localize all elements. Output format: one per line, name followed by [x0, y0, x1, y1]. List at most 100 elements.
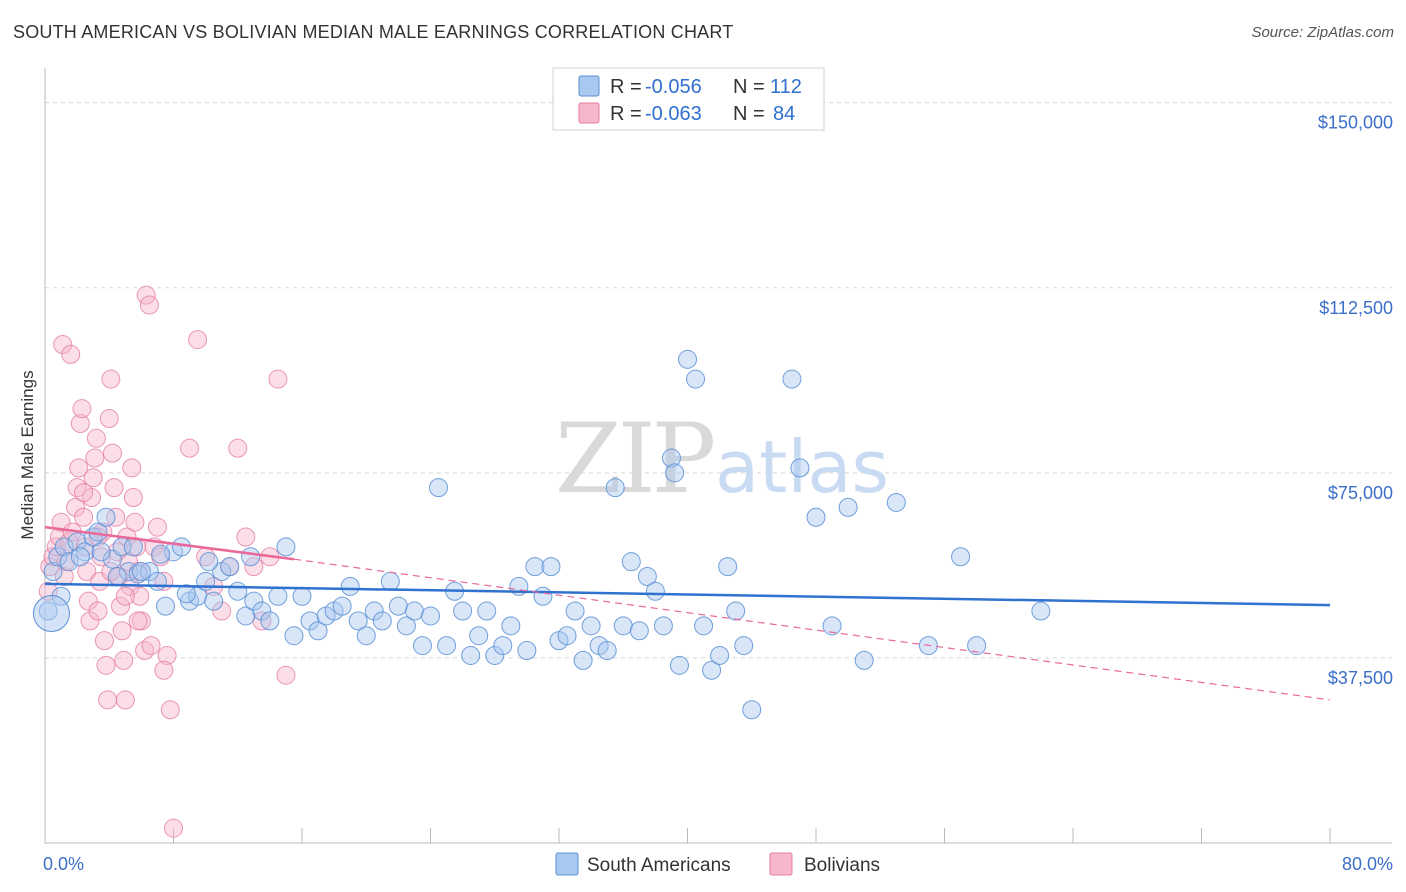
south-americans-point	[437, 636, 457, 656]
south-americans-point	[388, 596, 408, 616]
bolivians-point	[88, 601, 108, 621]
bolivians-point	[114, 650, 134, 670]
south-americans-point	[372, 611, 392, 631]
bolivians-point	[135, 641, 155, 661]
bolivians-point	[69, 458, 89, 478]
x-tick-label-left: 0.0%	[43, 854, 84, 874]
legend-n-label-2: N =	[733, 103, 765, 125]
south-americans-point	[96, 507, 116, 527]
bolivians-point	[72, 399, 92, 419]
south-americans-point	[605, 478, 625, 498]
south-americans-point	[70, 547, 90, 567]
bolivians-point	[115, 586, 135, 606]
south-americans-point	[59, 552, 79, 572]
south-americans-point	[356, 626, 376, 646]
bolivians-point	[122, 458, 142, 478]
south-americans-points	[32, 349, 1051, 720]
south-americans-point	[241, 547, 261, 567]
bolivians-point	[268, 369, 288, 389]
south-americans-point	[734, 636, 754, 656]
south-americans-point	[252, 601, 272, 621]
south-americans-point	[493, 636, 513, 656]
bolivians-point	[80, 611, 100, 631]
south-americans-point	[742, 700, 762, 720]
south-americans-point	[429, 478, 449, 498]
south-americans-point	[412, 636, 432, 656]
south-americans-point	[396, 616, 416, 636]
bottom-legend-bolivians[interactable]: Bolivians	[804, 855, 880, 876]
south-americans-point-large	[32, 595, 70, 632]
legend-pink-swatch	[578, 102, 600, 124]
bolivians-point	[157, 645, 177, 665]
bolivians-point	[61, 344, 81, 364]
south-americans-point	[565, 601, 585, 621]
south-americans-point	[485, 645, 505, 665]
bottom-legend-south-americans[interactable]: South Americans	[587, 855, 731, 876]
bottom-legend-pink-swatch[interactable]	[769, 852, 793, 876]
x-tick-label-right: 80.0%	[1342, 854, 1393, 874]
south-americans-point	[645, 581, 665, 601]
legend-r-label-1: R =	[610, 76, 642, 98]
bolivians-point	[164, 818, 183, 838]
south-americans-point	[629, 621, 649, 641]
south-americans-point	[822, 616, 842, 636]
south-americans-point	[151, 544, 171, 564]
south-americans-point	[678, 349, 697, 369]
svg-text:atlas: atlas	[715, 425, 889, 509]
south-americans-point	[806, 507, 826, 527]
south-americans-point	[533, 586, 553, 606]
trend-lines	[44, 525, 1331, 701]
south-americans-point	[155, 596, 175, 616]
south-americans-point	[131, 562, 151, 582]
legend-r-value-1: -0.056	[645, 76, 702, 98]
legend-n-value-1: 112	[770, 76, 802, 98]
south-americans-point	[517, 641, 537, 661]
south-americans-point	[686, 369, 706, 389]
south-americans-point	[332, 596, 352, 616]
south-americans-point	[637, 566, 657, 586]
bolivians-point	[99, 409, 119, 429]
y-tick-label-0: $150,000	[1318, 113, 1393, 133]
legend-n-label-1: N =	[733, 76, 765, 98]
bolivians-point	[102, 443, 122, 463]
bolivians-point	[141, 636, 161, 656]
south-americans-point	[573, 650, 593, 670]
legend-r-label-2: R =	[610, 103, 642, 125]
south-americans-point	[581, 616, 601, 636]
south-americans-point	[541, 557, 561, 577]
south-americans-point	[268, 586, 288, 606]
south-americans-point	[364, 601, 384, 621]
south-americans-trend-line	[44, 582, 1331, 607]
bolivians-point	[94, 631, 114, 651]
south-americans-point	[694, 616, 714, 636]
south-americans-point	[91, 542, 111, 562]
bolivians-point	[74, 507, 94, 527]
south-americans-point	[199, 552, 219, 572]
south-americans-point	[276, 537, 296, 557]
south-americans-point	[525, 557, 545, 577]
south-americans-point	[348, 611, 368, 631]
bolivians-point	[101, 369, 121, 389]
south-americans-point	[854, 650, 874, 670]
south-americans-point	[613, 616, 633, 636]
south-americans-point	[886, 492, 906, 512]
bolivians-point	[112, 621, 132, 641]
south-americans-point	[228, 581, 248, 601]
south-americans-point	[661, 448, 681, 468]
bottom-legend-blue-swatch[interactable]	[555, 852, 579, 876]
south-americans-point	[107, 566, 127, 586]
south-americans-point	[790, 458, 810, 478]
south-americans-point	[838, 497, 858, 517]
bolivians-point	[74, 483, 94, 503]
south-americans-point	[204, 591, 224, 611]
south-americans-point	[461, 645, 481, 665]
bolivians-point	[66, 497, 86, 517]
bolivians-point	[83, 468, 103, 488]
south-americans-point	[43, 562, 63, 582]
bolivians-point	[160, 700, 180, 720]
south-americans-point	[139, 562, 159, 582]
south-americans-point	[653, 616, 673, 636]
bolivians-point	[96, 655, 116, 675]
y-tick-label-2: $75,000	[1328, 483, 1393, 503]
